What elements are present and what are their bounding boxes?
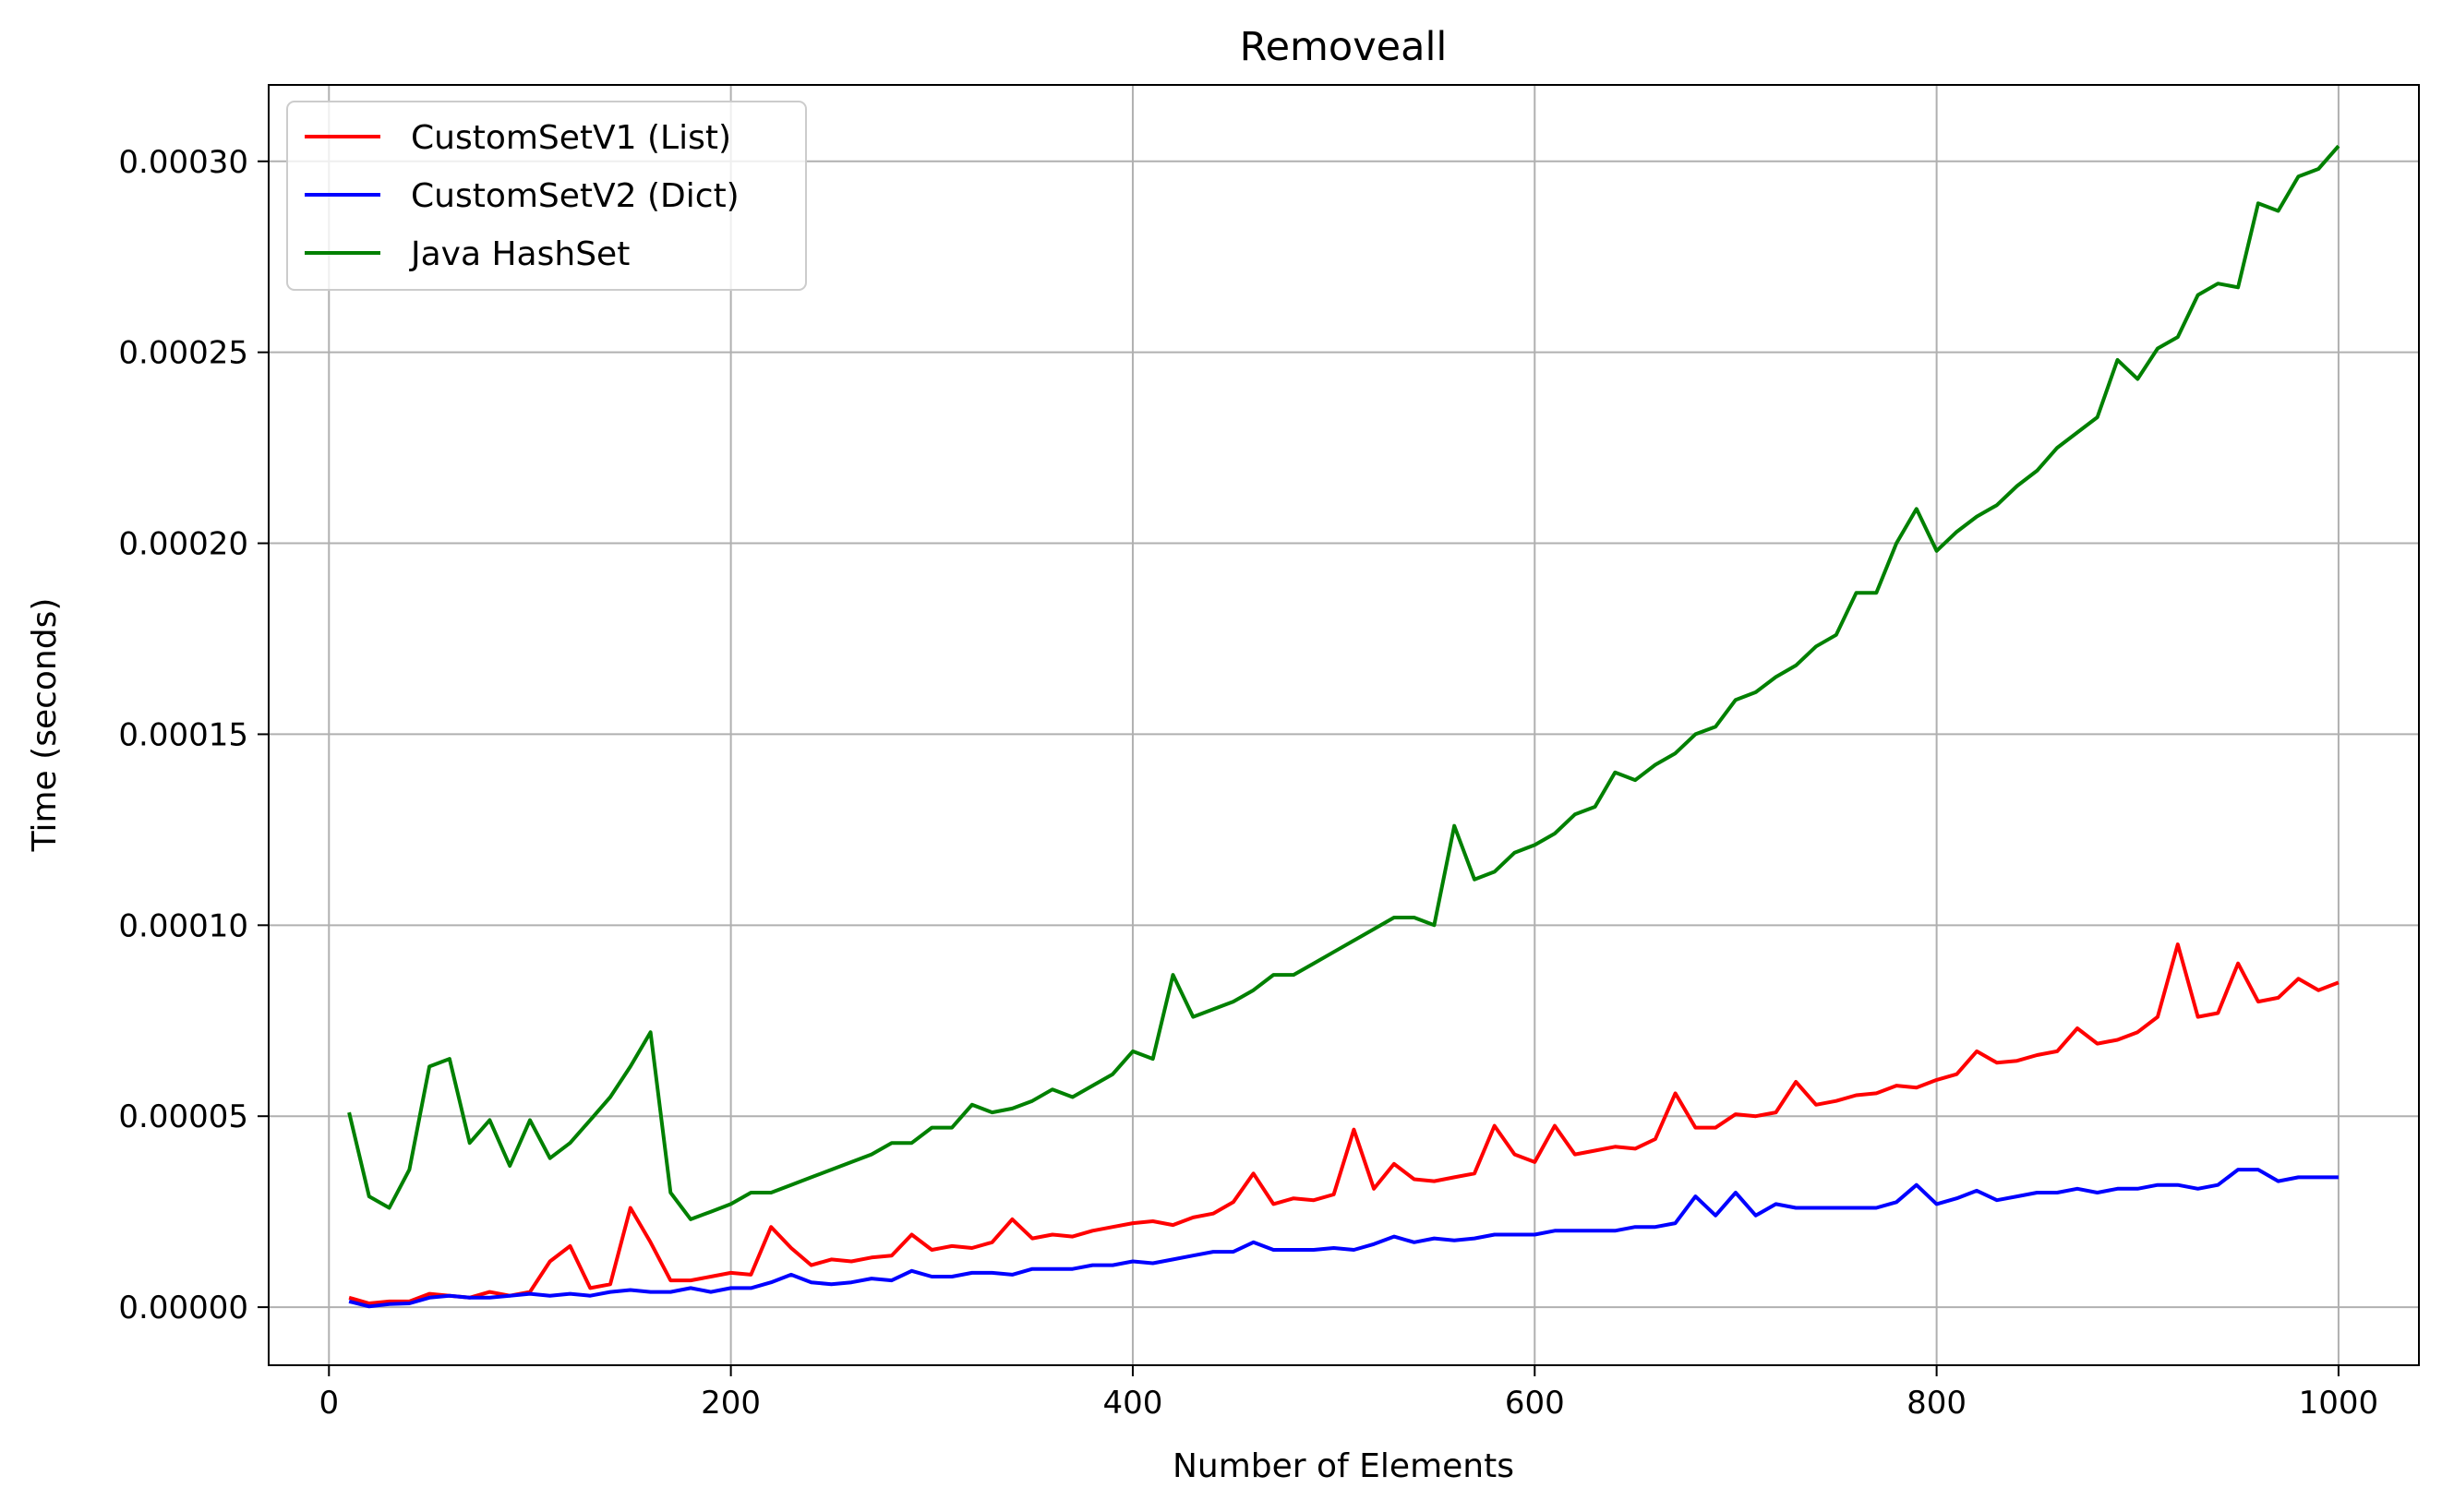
series-line-1 bbox=[348, 942, 2340, 1305]
y-axis-title: Time (seconds) bbox=[26, 598, 64, 853]
y-axis: 0.00000 0.00005 0.00010 0.00015 0.00020 0.000… bbox=[118, 144, 269, 1326]
y-tick-label: 0.00025 bbox=[118, 335, 248, 372]
plot-frame bbox=[268, 84, 2420, 1366]
plot-area bbox=[269, 85, 2419, 1365]
y-tick-label: 0.00010 bbox=[118, 907, 248, 944]
x-tick-label: 400 bbox=[1103, 1385, 1163, 1422]
x-tick-label: 600 bbox=[1505, 1385, 1565, 1422]
x-tick-label: 200 bbox=[701, 1385, 761, 1422]
series-line-2 bbox=[348, 1168, 2339, 1309]
y-tick-label: 0.00015 bbox=[118, 716, 248, 753]
x-axis: 0 200 400 600 800 1000 bbox=[319, 1365, 2378, 1422]
x-tick-label: 800 bbox=[1907, 1385, 1967, 1422]
legend-label-1: CustomSetV1 (List) bbox=[411, 119, 731, 157]
legend: CustomSetV1 (List) CustomSetV2 (Dict) Java… bbox=[286, 101, 807, 291]
y-tick-label: 0.00020 bbox=[118, 526, 248, 563]
series-line-3 bbox=[347, 144, 2340, 1221]
y-tick-label: 0.00005 bbox=[118, 1098, 248, 1135]
x-axis-title: Number of Elements bbox=[1173, 1447, 1514, 1485]
y-tick-label: 0.00030 bbox=[118, 144, 248, 181]
legend-box bbox=[286, 101, 807, 291]
x-tick-label: 0 bbox=[319, 1385, 339, 1422]
legend-label-2: CustomSetV2 (Dict) bbox=[411, 177, 740, 215]
y-tick-label: 0.00000 bbox=[118, 1290, 248, 1326]
x-tick-label: 1000 bbox=[2299, 1385, 2379, 1422]
series-lines bbox=[347, 144, 2340, 1309]
legend-label-3: Java HashSet bbox=[409, 235, 630, 273]
chart-title: Removeall bbox=[1240, 24, 1448, 70]
